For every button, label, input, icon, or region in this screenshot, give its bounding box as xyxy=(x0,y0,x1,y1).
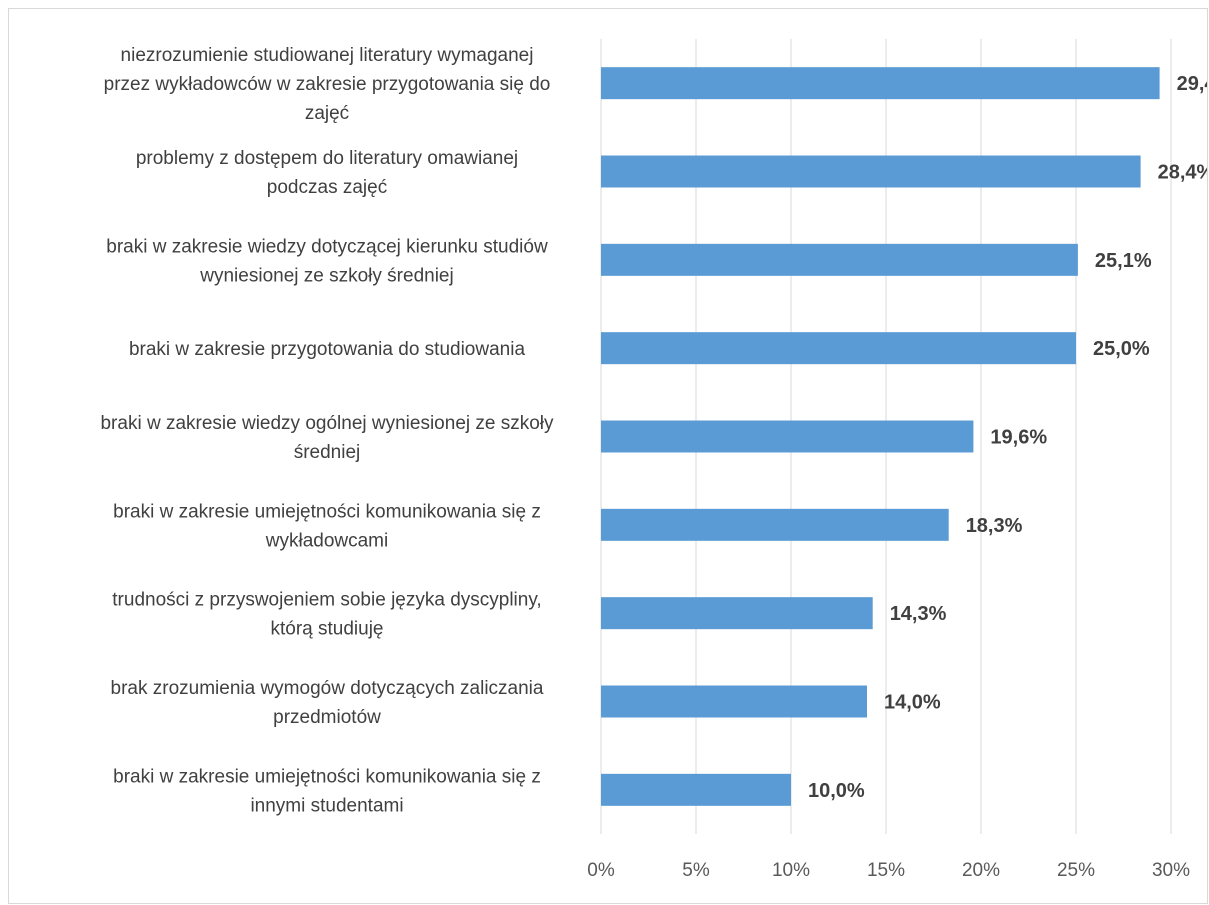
x-axis-tick-labels: 0% 5% 10% 15% 20% 25% 30% xyxy=(587,860,1190,881)
x-tick-label: 30% xyxy=(1152,860,1190,881)
category-labels: niezrozumienie studiowanej literatury wy… xyxy=(100,45,554,816)
value-labels: 29,4% 28,4% 25,1% 25,0% 19,6% 18,3% 14,3% 14,0%… xyxy=(808,73,1208,802)
bar xyxy=(601,773,791,806)
bar xyxy=(601,67,1160,100)
data-label: 19,6% xyxy=(990,427,1047,449)
category-label: braki w zakresie wiedzy dotyczącej kieru… xyxy=(106,236,548,286)
bar xyxy=(601,243,1078,276)
chart-frame: niezrozumienie studiowanej literatury wy… xyxy=(8,8,1208,904)
x-tick-label: 0% xyxy=(587,860,615,881)
bar xyxy=(601,685,867,718)
category-label: brak zrozumienia wymogów dotyczących zal… xyxy=(111,678,544,728)
data-label: 25,0% xyxy=(1093,338,1150,360)
bar xyxy=(601,508,949,541)
bar xyxy=(601,155,1141,188)
category-label: braki w zakresie umiejętności komunikowa… xyxy=(113,501,541,551)
bars xyxy=(601,67,1160,806)
category-label: trudności z przyswojeniem sobie języka d… xyxy=(112,590,541,640)
x-tick-label: 20% xyxy=(962,860,1000,881)
x-tick-label: 5% xyxy=(682,860,710,881)
category-label: niezrozumienie studiowanej literatury wy… xyxy=(104,45,551,124)
bar xyxy=(601,332,1076,365)
category-label: braki w zakresie wiedzy ogólnej wyniesio… xyxy=(100,413,554,463)
bar-chart: niezrozumienie studiowanej literatury wy… xyxy=(100,39,1208,881)
data-label: 10,0% xyxy=(808,780,865,802)
category-label: braki w zakresie umiejętności komunikowa… xyxy=(113,766,541,816)
bar xyxy=(601,597,873,630)
data-label: 25,1% xyxy=(1095,250,1152,272)
data-label: 18,3% xyxy=(966,515,1023,537)
category-label: problemy z dostępem do literatury omawia… xyxy=(136,148,518,198)
category-label: braki w zakresie przygotowania do studio… xyxy=(129,339,525,360)
x-tick-label: 25% xyxy=(1057,860,1095,881)
data-label: 14,3% xyxy=(890,603,947,625)
x-tick-label: 15% xyxy=(867,860,905,881)
data-label: 28,4% xyxy=(1158,162,1208,184)
x-tick-label: 10% xyxy=(772,860,810,881)
data-label: 14,0% xyxy=(884,692,941,714)
data-label: 29,4% xyxy=(1177,73,1208,95)
bar xyxy=(601,420,974,453)
